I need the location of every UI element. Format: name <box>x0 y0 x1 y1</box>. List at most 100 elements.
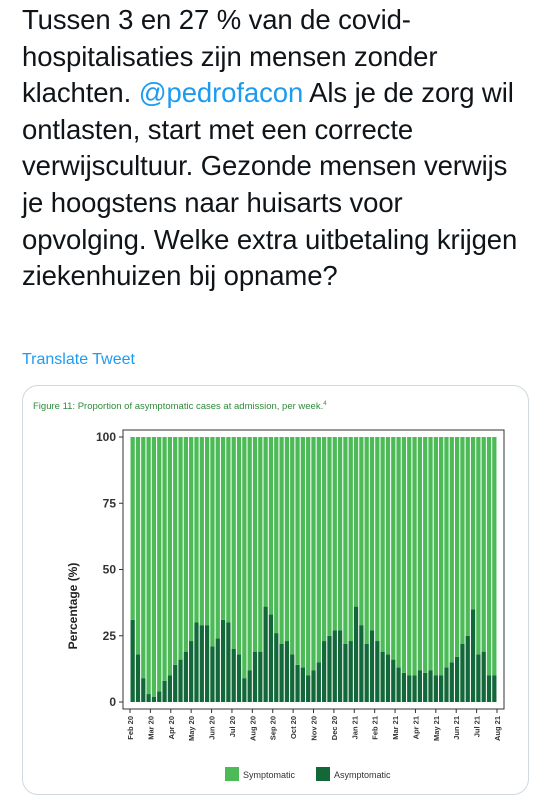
bar-symptomatic <box>141 437 146 679</box>
bar-symptomatic <box>130 437 135 620</box>
y-axis: 0 25 50 75 100 <box>96 430 123 709</box>
bar-symptomatic <box>343 437 348 644</box>
bar-asymptomatic <box>167 675 173 702</box>
bar-asymptomatic <box>247 670 252 702</box>
bar-asymptomatic <box>375 641 380 702</box>
bar-asymptomatic <box>412 675 417 702</box>
bar-symptomatic <box>407 437 412 676</box>
bar-asymptomatic <box>465 635 470 702</box>
x-tick-label: Mar 21 <box>391 716 400 740</box>
bar-symptomatic <box>470 437 476 610</box>
bar-symptomatic <box>492 437 497 676</box>
x-tick-label: Mar 20 <box>146 716 155 740</box>
bar-symptomatic <box>353 437 359 607</box>
y-tick-label: 50 <box>103 563 117 577</box>
bar-symptomatic <box>258 437 263 652</box>
bar-asymptomatic <box>332 630 337 702</box>
y-tick-label: 0 <box>109 695 116 709</box>
bar-symptomatic <box>460 437 465 644</box>
bar-asymptomatic <box>316 662 321 702</box>
x-tick-label: Jan 21 <box>350 716 359 739</box>
bar-asymptomatic <box>189 641 194 702</box>
bar-asymptomatic <box>290 654 295 702</box>
bar-asymptomatic <box>369 630 375 702</box>
legend: Symptomatic Asymptomatic <box>225 767 391 781</box>
bar-asymptomatic <box>391 659 396 702</box>
translate-tweet-link[interactable]: Translate Tweet <box>22 351 135 368</box>
bar-symptomatic <box>157 437 162 692</box>
bar-symptomatic <box>449 437 454 663</box>
x-tick-label: Jul 20 <box>228 716 237 737</box>
bar-symptomatic <box>433 437 438 676</box>
x-tick-label: Feb 21 <box>371 716 380 740</box>
bar-asymptomatic <box>162 680 167 702</box>
bar-asymptomatic <box>284 641 290 702</box>
bar-symptomatic <box>242 437 247 679</box>
bar-asymptomatic <box>157 691 162 702</box>
figure-caption-footnote: 4 <box>323 401 327 407</box>
bar-asymptomatic <box>364 643 369 702</box>
bar-asymptomatic <box>449 662 454 702</box>
bar-symptomatic <box>380 437 385 652</box>
bar-asymptomatic <box>135 654 141 702</box>
bar-asymptomatic <box>215 638 220 702</box>
bar-asymptomatic <box>146 694 151 702</box>
bar-asymptomatic <box>210 646 215 702</box>
x-tick-label: Jul 21 <box>473 716 482 737</box>
mention-link[interactable]: @pedrofacon <box>138 77 304 109</box>
bar-symptomatic <box>146 437 151 695</box>
bar-symptomatic <box>210 437 215 647</box>
bar-asymptomatic <box>311 670 316 702</box>
y-tick-label: 100 <box>96 430 116 444</box>
bar-asymptomatic <box>236 654 242 702</box>
bar-symptomatic <box>439 437 444 676</box>
bar-symptomatic <box>412 437 417 676</box>
bar-symptomatic <box>423 437 428 673</box>
bar-asymptomatic <box>183 651 188 702</box>
bar-symptomatic <box>348 437 353 642</box>
x-tick-label: Apr 20 <box>167 716 176 739</box>
bar-asymptomatic <box>199 625 204 702</box>
bar-asymptomatic <box>141 678 146 702</box>
bar-symptomatic <box>322 437 327 642</box>
bar-symptomatic <box>385 437 391 655</box>
bar-symptomatic <box>481 437 486 652</box>
bar-symptomatic <box>444 437 449 668</box>
x-axis: Feb 20 Mar 20 Apr 20 May 20 Jun 20 Jul 20 Aug … <box>126 709 502 741</box>
bar-symptomatic <box>231 437 236 649</box>
bar-asymptomatic <box>306 675 311 702</box>
legend-swatch-asymptomatic <box>316 767 330 781</box>
bar-symptomatic <box>417 437 423 671</box>
bar-symptomatic <box>332 437 337 631</box>
bar-symptomatic <box>263 437 268 607</box>
bar-asymptomatic <box>173 664 178 702</box>
bar-symptomatic <box>167 437 173 676</box>
tweet-text-body: Tussen 3 en 27 % van de covid-hospitalis… <box>22 4 438 109</box>
media-card[interactable]: Figure 11: Proportion of asymptomatic ca… <box>22 385 529 795</box>
bar-symptomatic <box>194 437 199 623</box>
bar-symptomatic <box>183 437 188 652</box>
bar-symptomatic <box>135 437 141 655</box>
bar-symptomatic <box>274 437 279 634</box>
bar-symptomatic <box>316 437 321 663</box>
bar-symptomatic <box>151 437 157 697</box>
bar-asymptomatic <box>220 619 226 702</box>
bar-asymptomatic <box>274 633 279 702</box>
bar-symptomatic <box>428 437 433 671</box>
bar-symptomatic <box>252 437 258 652</box>
bar-asymptomatic <box>476 654 481 702</box>
bar-symptomatic <box>178 437 183 660</box>
bar-asymptomatic <box>454 656 460 702</box>
bar-symptomatic <box>476 437 481 655</box>
legend-swatch-symptomatic <box>225 767 239 781</box>
x-tick-label: Dec 20 <box>330 716 339 740</box>
bar-asymptomatic <box>417 670 423 702</box>
bar-symptomatic <box>295 437 300 665</box>
bar-symptomatic <box>199 437 204 626</box>
figure-caption: Figure 11: Proportion of asymptomatic ca… <box>33 401 327 412</box>
bar-asymptomatic <box>295 664 300 702</box>
bar-asymptomatic <box>252 651 258 702</box>
bar-asymptomatic <box>481 651 486 702</box>
bar-asymptomatic <box>231 649 236 702</box>
bars <box>130 437 497 702</box>
